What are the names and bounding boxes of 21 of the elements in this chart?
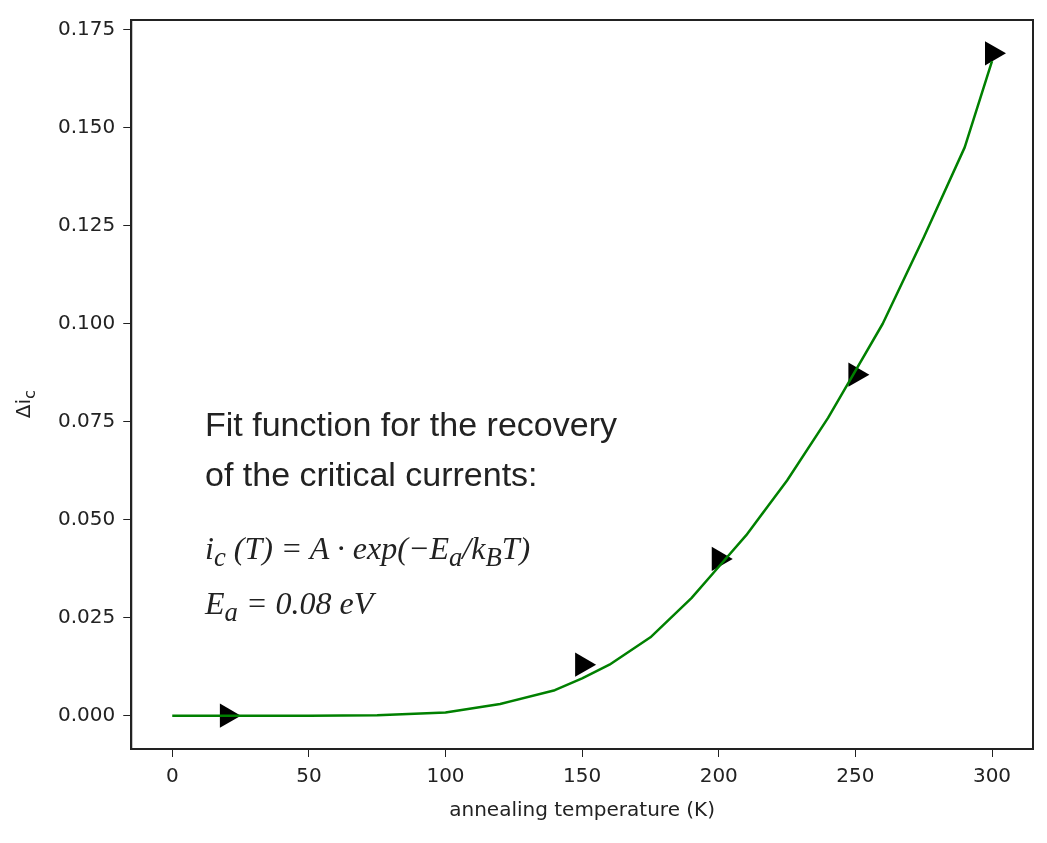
- y-tick-label: 0.150: [57, 113, 116, 138]
- y-tick-label: 0.050: [57, 505, 116, 530]
- x-tick-label: 150: [563, 763, 602, 788]
- y-tick-label: 0.100: [57, 309, 116, 334]
- annotation: Fit function for the recovery: [205, 405, 617, 444]
- point: [575, 652, 597, 677]
- y-tick-label: 0.075: [57, 407, 116, 432]
- x-tick-label: 200: [699, 763, 738, 788]
- x-tick-label: 0: [165, 763, 179, 788]
- x-axis-title: annealing temperature (K): [449, 797, 716, 822]
- x-tick-label: 100: [426, 763, 465, 788]
- y-tick-label: 0.175: [57, 16, 116, 40]
- y-tick-label: 0.025: [57, 603, 116, 628]
- annotation: i$_{c}$ (T) = A · exp(−E$_{a}$/k$_{B}$T): [205, 530, 531, 574]
- x-tick-label: 300: [972, 763, 1012, 788]
- y-tick-label: 0.000: [57, 701, 116, 726]
- point: [985, 41, 1007, 66]
- annotation: of the critical currents:: [205, 455, 538, 494]
- y-tick-label: 0.125: [57, 211, 116, 236]
- x-tick-label: 250: [836, 763, 875, 788]
- x-tick-label: 50: [296, 763, 322, 788]
